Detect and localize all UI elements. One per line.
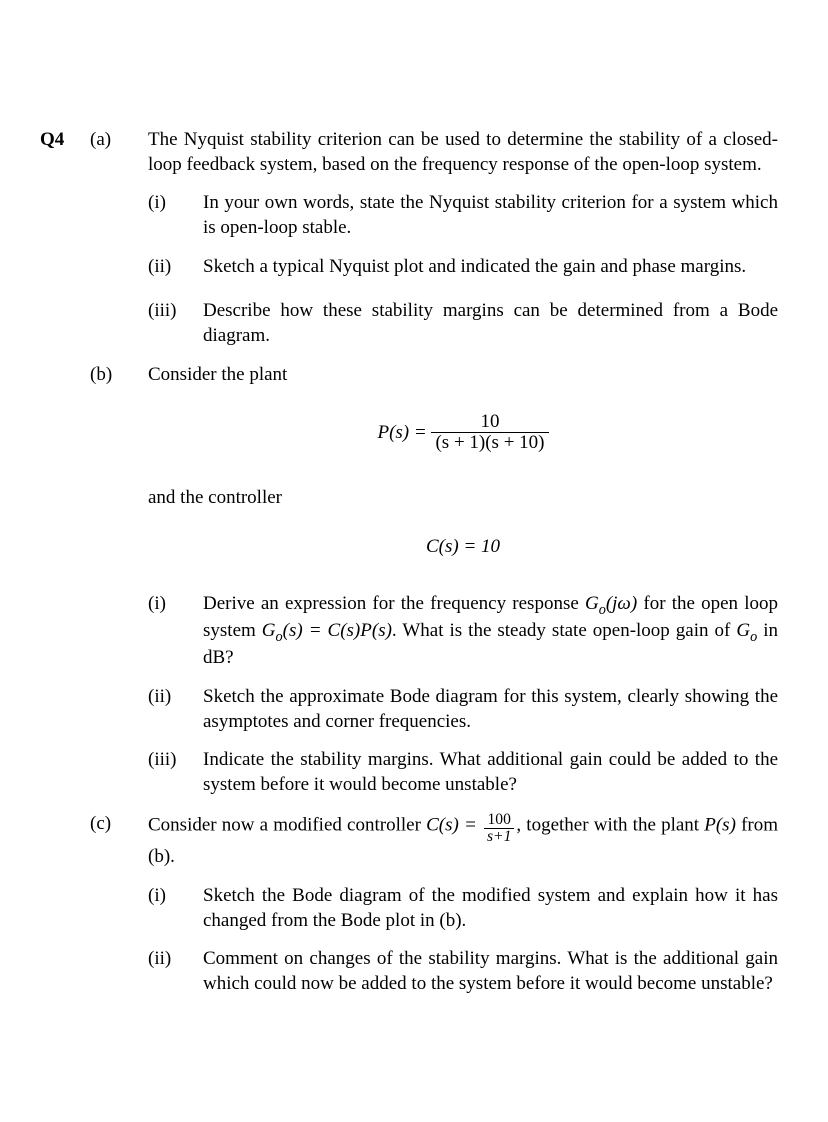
- a-iii-label: (iii): [148, 299, 203, 324]
- part-a-intro: The Nyquist stability criterion can be u…: [148, 128, 778, 177]
- q4-a-i-row: (i) In your own words, state the Nyquist…: [40, 191, 778, 240]
- b-mid: and the controller: [148, 486, 778, 511]
- q4-b-iii-row: (iii) Indicate the stability margins. Wh…: [40, 748, 778, 797]
- part-b-intro: Consider the plant: [148, 363, 778, 388]
- c-i-label: (i): [148, 884, 203, 909]
- c-ctrl-frac: 100s+1: [484, 812, 514, 846]
- q4-b-i-row: (i) Derive an expression for the frequen…: [40, 592, 778, 671]
- sym-go-eq: Go(s) = C(s)P(s): [262, 620, 392, 641]
- a-i-label: (i): [148, 191, 203, 216]
- q4-b-intro-row: (b) Consider the plant: [40, 363, 778, 388]
- q4-c-ii-row: (ii) Comment on changes of the stability…: [40, 947, 778, 996]
- eq-p-row: P(s) = 10 (s + 1)(s + 10): [40, 402, 778, 473]
- c-ii-label: (ii): [148, 947, 203, 972]
- page: Q4 (a) The Nyquist stability criterion c…: [0, 0, 828, 1051]
- c-intro-b: , together with the plant: [516, 814, 704, 835]
- eq-c-text: C(s) = 10: [426, 536, 500, 557]
- sym-ps: P(s): [704, 814, 736, 835]
- b-ii-label: (ii): [148, 685, 203, 710]
- b-i-a: Derive an expression for the frequency r…: [203, 593, 585, 614]
- c-ctrl-den: s+1: [484, 829, 514, 845]
- q4-b-ii-row: (ii) Sketch the approximate Bode diagram…: [40, 685, 778, 734]
- c-i-text: Sketch the Bode diagram of the modified …: [203, 884, 778, 933]
- c-ctrl-num: 100: [484, 812, 514, 829]
- a-ii-label: (ii): [148, 255, 203, 280]
- b-iii-text: Indicate the stability margins. What add…: [203, 748, 778, 797]
- b-i-label: (i): [148, 592, 203, 617]
- b-iii-label: (iii): [148, 748, 203, 773]
- eq-c-row: C(s) = 10: [40, 525, 778, 578]
- eq-p-num: 10: [431, 412, 548, 434]
- q4-a-ii-row: (ii) Sketch a typical Nyquist plot and i…: [40, 255, 778, 280]
- q4-label: Q4: [40, 128, 90, 153]
- a-ii-text: Sketch a typical Nyquist plot and indica…: [203, 255, 778, 280]
- c-ii-text: Comment on changes of the stability marg…: [203, 947, 778, 996]
- b-i-c: . What is the steady state open-loop gai…: [392, 620, 736, 641]
- sym-go-jw: Go(jω): [585, 593, 637, 614]
- eq-c: C(s) = 10: [148, 535, 778, 560]
- q4-b-mid-row: and the controller: [40, 486, 778, 511]
- eq-p-lhs: P(s) =: [377, 421, 431, 442]
- c-ctrl-lhs: C(s) =: [426, 814, 482, 835]
- q4-a-intro-row: Q4 (a) The Nyquist stability criterion c…: [40, 128, 778, 177]
- q4-a-iii-row: (iii) Describe how these stability margi…: [40, 299, 778, 348]
- eq-p-frac: 10 (s + 1)(s + 10): [431, 412, 548, 455]
- a-i-text: In your own words, state the Nyquist sta…: [203, 191, 778, 240]
- q4-c-i-row: (i) Sketch the Bode diagram of the modif…: [40, 884, 778, 933]
- b-ii-text: Sketch the approximate Bode diagram for …: [203, 685, 778, 734]
- part-c-intro: Consider now a modified controller C(s) …: [148, 812, 778, 870]
- c-intro-a: Consider now a modified controller: [148, 814, 426, 835]
- part-c-label: (c): [90, 812, 148, 837]
- b-i-text: Derive an expression for the frequency r…: [203, 592, 778, 671]
- sym-go: Go: [736, 620, 757, 641]
- eq-p-den: (s + 1)(s + 10): [431, 433, 548, 454]
- part-a-label: (a): [90, 128, 148, 153]
- a-iii-text: Describe how these stability margins can…: [203, 299, 778, 348]
- part-b-label: (b): [90, 363, 148, 388]
- eq-p: P(s) = 10 (s + 1)(s + 10): [148, 412, 778, 455]
- q4-c-intro-row: (c) Consider now a modified controller C…: [40, 812, 778, 870]
